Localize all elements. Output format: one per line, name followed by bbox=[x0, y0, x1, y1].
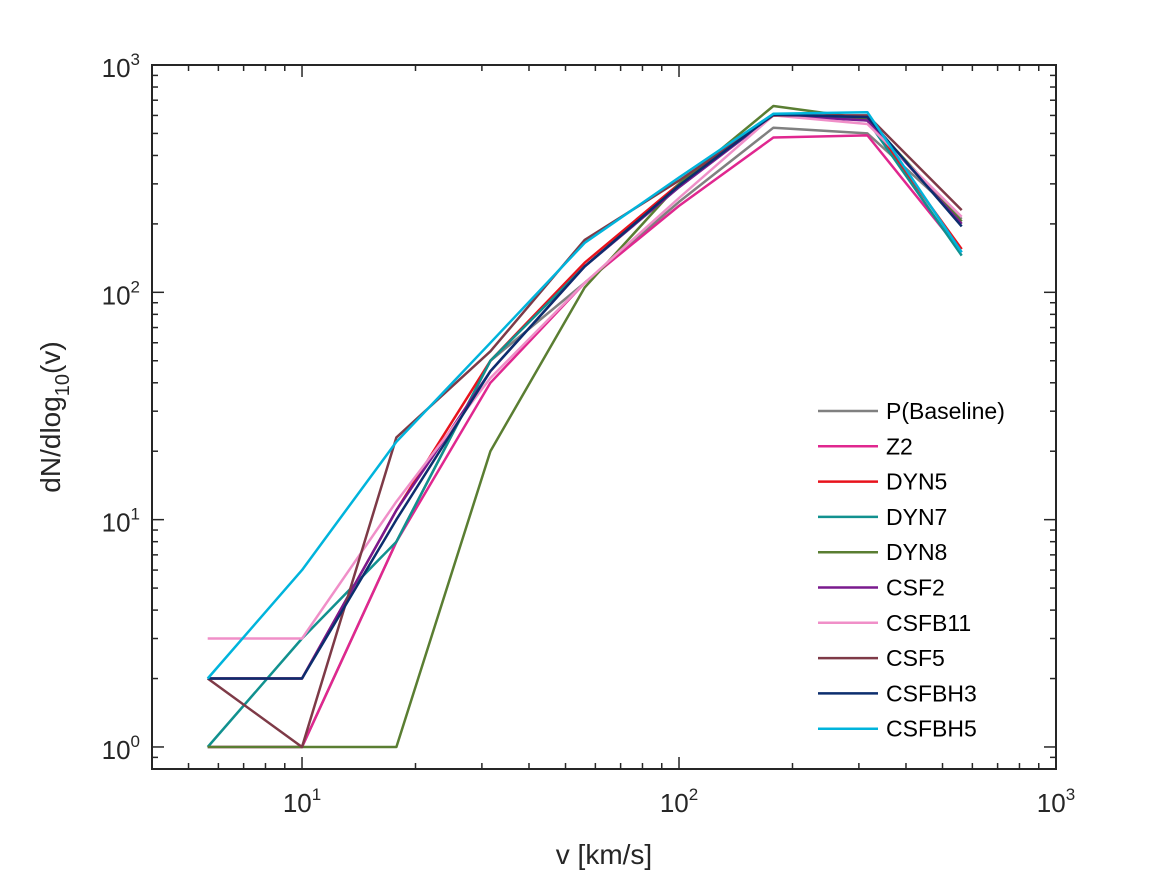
series-line-csfbh3 bbox=[207, 113, 963, 680]
legend-label-csfbh5: CSFBH5 bbox=[886, 716, 977, 742]
x-tick-label: 103 bbox=[1037, 785, 1075, 818]
legend: P(Baseline) Z2 DYN5 DYN7 DYN8 CSF2 CSFB11 CSF5 C… bbox=[818, 398, 1005, 742]
legend-label-csf5: CSF5 bbox=[886, 645, 945, 671]
series-line-csfbh5 bbox=[206, 110, 963, 680]
y-axis-title-main: dN/dlog bbox=[35, 396, 66, 493]
y-axis-title-subscript: 10 bbox=[52, 374, 74, 396]
y-tick-label: 100 bbox=[102, 732, 140, 765]
x-axis-title: v [km/s] bbox=[556, 839, 652, 870]
y-axis-title: dN/dlog10(v) bbox=[35, 341, 74, 492]
axes-box bbox=[151, 64, 1057, 770]
legend-label-dyn5: DYN5 bbox=[886, 469, 947, 495]
legend-label-csfb11: CSFB11 bbox=[886, 610, 971, 636]
y-tick-label: 101 bbox=[102, 505, 140, 538]
series-line-csfb11 bbox=[207, 114, 963, 640]
x-tick-label: 102 bbox=[660, 785, 698, 818]
legend-label-p-baseline: P(Baseline) bbox=[886, 398, 1005, 424]
legend-label-csfbh3: CSFBH3 bbox=[886, 680, 977, 706]
legend-label-dyn8: DYN8 bbox=[886, 539, 947, 565]
legend-label-csf2: CSF2 bbox=[886, 575, 945, 601]
legend-label-dyn7: DYN7 bbox=[886, 504, 947, 530]
y-tick-label: 102 bbox=[102, 277, 140, 310]
y-tick-label: 103 bbox=[102, 50, 140, 83]
tick-labels: 101 102 103 100 101 102 103 bbox=[102, 50, 1076, 818]
series-group bbox=[206, 104, 963, 749]
y-axis-title-tail: (v) bbox=[35, 341, 66, 374]
legend-label-z2: Z2 bbox=[886, 433, 913, 459]
x-tick-label: 101 bbox=[283, 785, 321, 818]
